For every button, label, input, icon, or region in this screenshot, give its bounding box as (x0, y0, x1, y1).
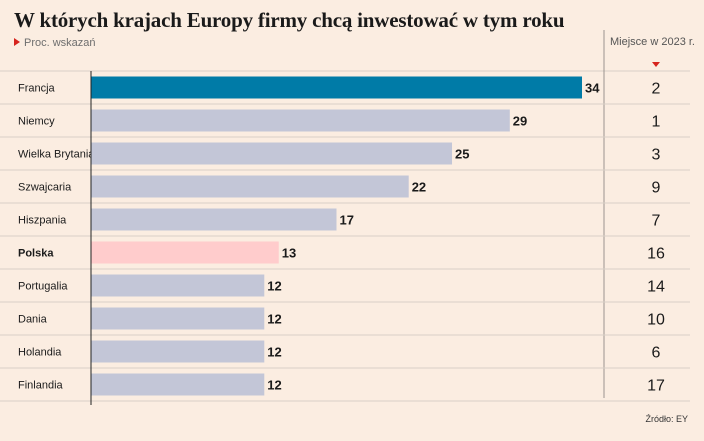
bar (91, 241, 279, 264)
data-label: 12 (267, 378, 281, 393)
data-label: 12 (267, 312, 281, 327)
bar (91, 307, 265, 330)
data-label: 25 (455, 147, 469, 162)
category-label: Polska (18, 248, 54, 260)
rank-value: 3 (652, 147, 661, 164)
sort-arrow-icon (652, 62, 660, 67)
rank-value: 17 (647, 378, 665, 395)
subtitle-text: Proc. wskazań (24, 37, 96, 49)
data-label: 12 (267, 279, 281, 294)
rank-column-header: Miejsce w 2023 r. (610, 36, 695, 48)
rank-value: 9 (652, 180, 661, 197)
chart-subtitle: Proc. wskazań (14, 37, 96, 49)
rank-value: 10 (647, 312, 665, 329)
rank-value: 6 (652, 345, 661, 362)
data-label: 22 (412, 180, 426, 195)
rank-value: 16 (647, 246, 665, 263)
rank-value: 14 (647, 279, 665, 296)
category-label: Finlandia (18, 380, 64, 392)
data-label: 17 (340, 213, 354, 228)
rank-value: 7 (652, 213, 661, 230)
chart-title: W których krajach Europy firmy chcą inwe… (14, 8, 565, 32)
category-label: Holandia (18, 347, 62, 359)
bar (91, 340, 265, 363)
category-label: Dania (18, 314, 48, 326)
bar (91, 274, 265, 297)
bar (91, 373, 265, 396)
category-label: Portugalia (18, 281, 68, 293)
bar (91, 175, 409, 198)
data-label: 34 (585, 81, 600, 96)
data-label: 29 (513, 114, 527, 129)
source-note: Źródło: EY (645, 414, 688, 424)
rank-value: 2 (652, 81, 661, 98)
bar (91, 208, 337, 231)
category-label: Niemcy (18, 116, 55, 128)
red-triangle-icon (14, 38, 20, 46)
data-label: 12 (267, 345, 281, 360)
bar (91, 109, 510, 132)
category-label: Hiszpania (18, 215, 67, 227)
category-label: Wielka Brytania (18, 149, 95, 161)
category-label: Francja (18, 83, 56, 95)
data-label: 13 (282, 246, 296, 261)
bar (91, 76, 582, 99)
category-label: Szwajcaria (18, 182, 72, 194)
rank-value: 1 (652, 114, 661, 131)
bar (91, 142, 453, 165)
